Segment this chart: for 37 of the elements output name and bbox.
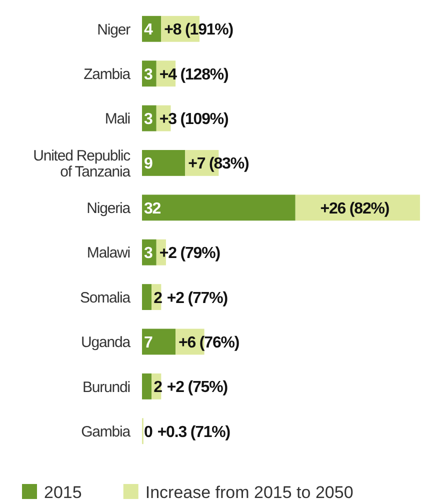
data-label: +26 (82%) [320,200,390,218]
data-label: 7 [144,334,153,352]
data-label: 2 [154,290,163,307]
data-label: 3 [144,66,153,84]
y-tick-label: Burundi [82,378,130,396]
data-label: +4 (128%) [159,66,229,84]
data-label: +2 (79%) [159,245,220,262]
y-tick-label: Mali [104,110,130,128]
legend-label: 2015 [44,483,82,502]
y-tick-label: Niger [97,21,131,38]
data-label: 4 [144,22,153,39]
data-label: +3 (109%) [159,111,229,128]
data-label: 2 [154,379,163,396]
data-label: +8 (191%) [164,22,234,39]
y-tick-label: Gambia [81,424,132,440]
y-tick-label: Nigeria [86,200,132,218]
bar [142,373,152,400]
legend-label: Increase from 2015 to 2050 [145,483,354,502]
data-label: 3 [144,245,153,262]
y-tick-label: Zambia [84,66,132,83]
bar [142,328,176,355]
data-label: 0 [144,424,153,441]
y-tick-label: United Republic of Tanzania [33,147,132,180]
data-label: +7 (83%) [188,156,249,173]
bar [142,150,186,176]
data-label: 3 [144,111,153,128]
data-label: +0.3 (71%) [157,424,230,441]
data-label: 32 [144,200,162,218]
y-tick-label: Malawi [86,244,130,262]
bar [142,194,296,221]
bar [142,284,152,310]
data-label: +2 (75%) [166,379,228,396]
data-label: 9 [144,156,153,173]
data-label: +6 (76%) [178,334,240,352]
y-tick-label: Uganda [81,334,132,352]
y-tick-label: Somalia [80,289,132,306]
data-label: +2 (77%) [166,290,228,307]
